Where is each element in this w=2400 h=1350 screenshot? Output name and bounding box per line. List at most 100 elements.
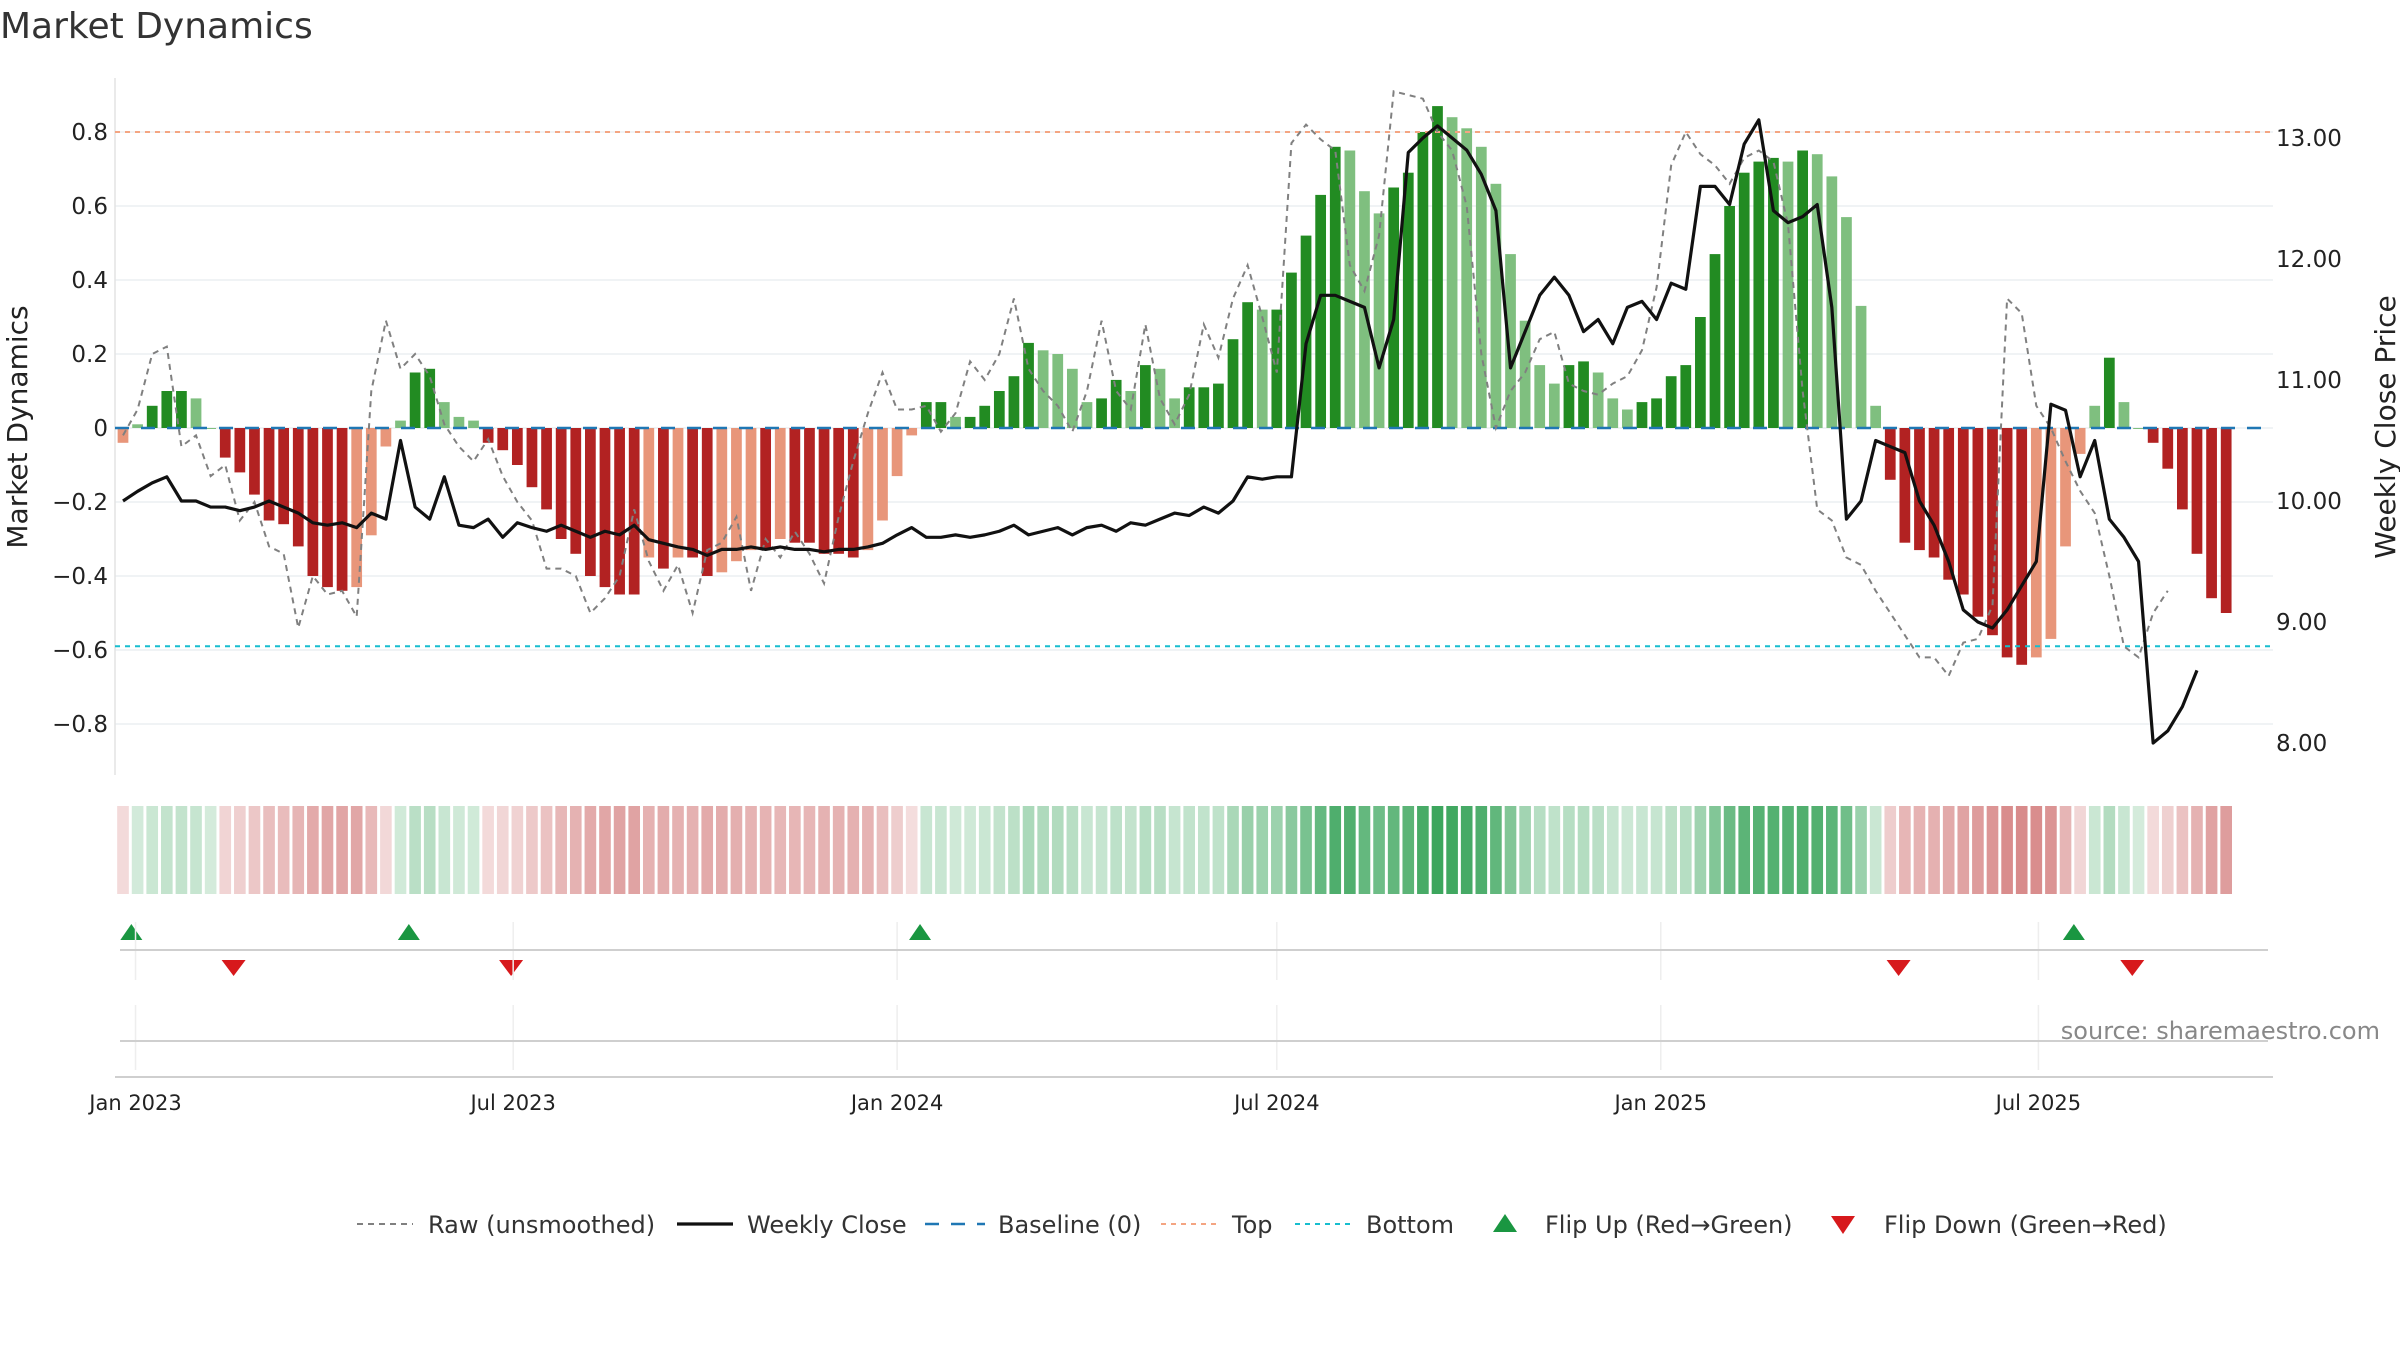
dynamics-bar [1183, 387, 1195, 428]
dynamics-bar [2147, 428, 2159, 443]
weekly-close-line [122, 118, 2199, 745]
regime-cell [1329, 806, 1342, 894]
dynamics-bar [570, 428, 582, 554]
regime-cell [1124, 806, 1137, 894]
legend-item: Baseline (0) [925, 1211, 1141, 1239]
regime-cell [1606, 806, 1619, 894]
dynamics-bar [1768, 157, 1779, 428]
dynamics-bar [1329, 146, 1341, 429]
regime-cell [2103, 806, 2116, 894]
regime-cell [1533, 806, 1546, 894]
regime-cell [774, 806, 787, 894]
dynamics-bar [1621, 409, 1633, 428]
dynamics-bar [1154, 368, 1166, 428]
dynamics-bar [1987, 428, 1998, 636]
regime-strip [117, 806, 2232, 894]
regime-cell [716, 806, 728, 894]
legend-item: Top [1161, 1211, 1273, 1239]
dynamics-bar [891, 428, 903, 477]
right-axis-label: Weekly Close Price [2369, 295, 2400, 558]
dynamics-bar [701, 428, 713, 576]
flip-markers [120, 924, 2145, 976]
dynamics-bar [1475, 146, 1487, 429]
regime-cell [204, 806, 217, 894]
regime-cell [1548, 806, 1561, 894]
dynamics-bar [1169, 398, 1180, 428]
regime-cell [905, 806, 918, 894]
dynamics-bar [1870, 405, 1882, 428]
dynamics-bar [1198, 387, 1210, 428]
dynamics-bar [1957, 428, 1969, 595]
regime-cell [2030, 806, 2043, 894]
regime-cell [336, 806, 348, 894]
dynamics-bar [190, 398, 202, 428]
regime-cell [2220, 806, 2232, 894]
dynamics-bar [993, 391, 1005, 428]
right-tick-label: 12.00 [2276, 247, 2342, 273]
dynamics-bar [760, 428, 772, 551]
regime-cell [1782, 806, 1794, 894]
flip-up-marker [909, 924, 932, 940]
dynamics-bar [1096, 398, 1107, 428]
dynamics-bar [1578, 361, 1589, 428]
regime-cell [1942, 806, 1955, 894]
regime-cell [1738, 806, 1751, 894]
regime-cell [1227, 806, 1239, 894]
regime-cell [584, 806, 597, 894]
regime-cell [438, 806, 451, 894]
regime-cell [2147, 806, 2159, 894]
regime-cell [190, 806, 202, 894]
dynamics-bar [1636, 402, 1648, 428]
dynamics-bar [526, 428, 538, 488]
regime-cell [599, 806, 611, 894]
regime-cell [628, 806, 641, 894]
regime-cell [1928, 806, 1940, 894]
regime-cell [482, 806, 494, 894]
regime-cell [2045, 806, 2057, 894]
regime-cell [1913, 806, 1926, 894]
date-tick-label: Jul 2025 [1994, 1091, 2081, 1115]
dynamics-bar [1811, 154, 1823, 428]
regime-cell [1650, 806, 1663, 894]
legend-item: Flip Down (Green→Red) [1831, 1211, 2167, 1239]
regime-cell [1081, 806, 1093, 894]
regime-cell [1110, 806, 1122, 894]
legend-swatch-flip-down [1831, 1216, 1855, 1234]
regime-cell [263, 806, 275, 894]
left-tick-label: −0.8 [52, 712, 108, 738]
dynamics-bar [1797, 150, 1808, 428]
legend-item: Raw (unsmoothed) [357, 1211, 655, 1239]
regime-cell [1241, 806, 1254, 894]
regime-cell [876, 806, 889, 894]
dynamics-bar [1519, 320, 1531, 428]
regime-cell [394, 806, 407, 894]
regime-cell [1636, 806, 1648, 894]
regime-cell [1387, 806, 1400, 894]
regime-cell [248, 806, 261, 894]
regime-cell [1051, 806, 1064, 894]
legend: Raw (unsmoothed) Weekly Close Baseline (0)… [357, 1211, 2167, 1239]
regime-cell [1811, 806, 1824, 894]
legend-label: Top [1231, 1211, 1273, 1239]
dynamics-bar [1943, 428, 1955, 580]
regime-cell [935, 806, 947, 894]
dynamics-bar [1928, 428, 1940, 558]
dynamics-bar [1709, 254, 1721, 428]
dynamics-bar [497, 428, 509, 451]
regime-cell [1037, 806, 1049, 894]
dynamics-bar [1213, 383, 1224, 428]
regime-cell [1855, 806, 1867, 894]
legend-item: Flip Up (Red→Green) [1493, 1211, 1793, 1239]
dynamics-bar [1417, 132, 1429, 428]
regime-cell [1884, 806, 1897, 894]
regime-cell [1679, 806, 1692, 894]
dynamics-bar [1680, 365, 1692, 428]
dynamics-bar [950, 416, 961, 428]
dynamics-bar [818, 428, 830, 554]
dynamics-bar [1884, 428, 1896, 480]
dynamics-bar [424, 368, 436, 428]
left-tick-label: 0.4 [71, 268, 108, 294]
dynamics-bar [585, 428, 596, 576]
legend-label: Flip Down (Green→Red) [1884, 1211, 2167, 1239]
regime-cell [2118, 806, 2130, 894]
